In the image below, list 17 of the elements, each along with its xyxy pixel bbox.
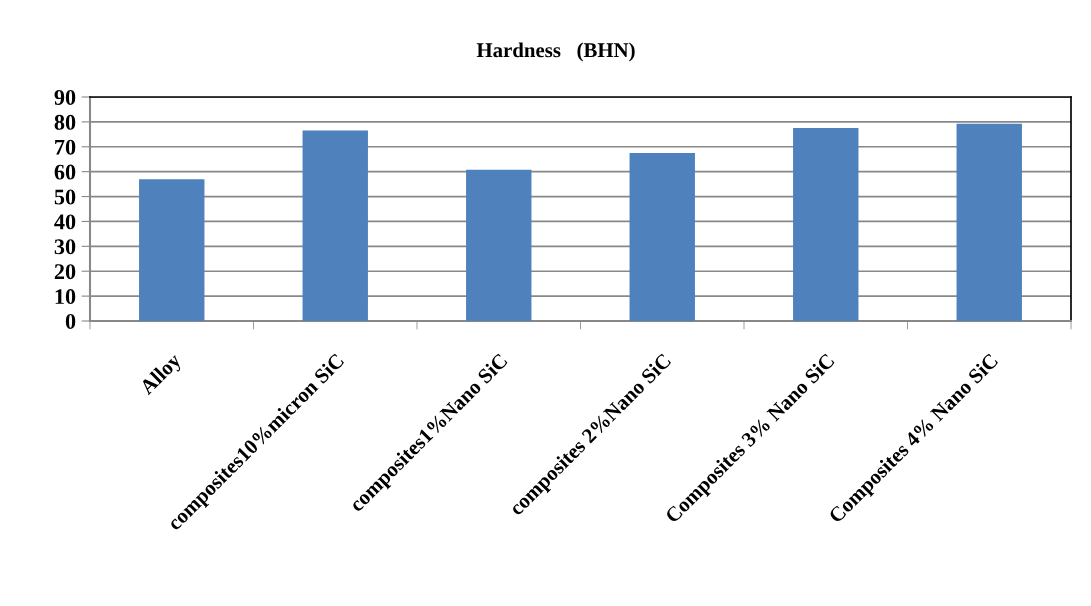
y-tick-label: 30 bbox=[54, 239, 76, 255]
bar bbox=[956, 123, 1022, 321]
bar bbox=[139, 179, 205, 321]
y-tick-label: 0 bbox=[65, 313, 76, 329]
bar bbox=[793, 128, 859, 321]
bar bbox=[302, 130, 368, 321]
chart-title: Hardness (BHN) bbox=[476, 42, 635, 62]
y-tick-label: 80 bbox=[54, 114, 76, 130]
y-tick-label: 40 bbox=[54, 214, 76, 230]
y-tick-label: 50 bbox=[54, 189, 76, 205]
y-tick-label: 60 bbox=[54, 164, 76, 180]
y-tick-label: 20 bbox=[54, 264, 76, 280]
y-tick-label: 10 bbox=[55, 289, 76, 305]
bar bbox=[466, 169, 532, 321]
y-tick-label: 70 bbox=[55, 139, 76, 155]
y-tick-label: 90 bbox=[54, 89, 76, 105]
bar bbox=[629, 153, 695, 321]
